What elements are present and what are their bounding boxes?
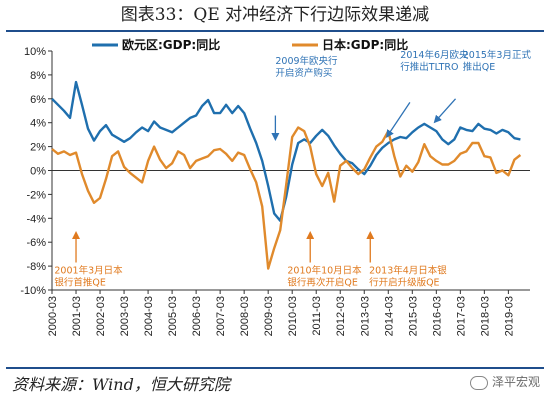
annotation-arrow <box>386 102 411 138</box>
source-rule <box>6 367 544 369</box>
x-tick-label: 2012-03 <box>335 296 347 336</box>
y-tick-label: -10% <box>20 285 46 297</box>
annotation-text: 2013年4月日本银 <box>369 264 447 276</box>
x-tick-label: 2009-03 <box>263 296 275 336</box>
x-tick-label: 2008-03 <box>239 296 251 336</box>
annotation-text: 2015年3月正式 <box>463 49 532 61</box>
annotation-text: 银行首推QE <box>54 276 105 288</box>
x-tick-label: 2003-03 <box>119 296 131 336</box>
annotation-text: 开启资产购买 <box>275 67 332 79</box>
x-tick-label: 2001-03 <box>71 296 83 336</box>
chart-title: 图表33：QE 对冲经济下行边际效果递减 <box>120 5 430 25</box>
x-tick-label: 2013-03 <box>359 296 371 336</box>
euro-gdp-line <box>51 80 521 222</box>
y-tick-label: 0% <box>30 166 46 178</box>
watermark: 泽平宏观 <box>469 373 540 390</box>
legend-label: 欧元区:GDP:同比 <box>122 37 220 52</box>
y-tick-label: -6% <box>26 237 46 249</box>
x-tick-label: 2016-03 <box>431 296 443 336</box>
source-note: 资料来源：Wind，恒大研究院 <box>12 375 230 394</box>
y-tick-label: -8% <box>26 261 46 273</box>
x-tick-label: 2011-03 <box>311 296 323 336</box>
x-tick-label: 2017-03 <box>455 296 467 336</box>
annotation-text: 行开启升级版QE <box>369 276 439 288</box>
annotation-text: 2001年3月日本 <box>54 264 123 276</box>
annotation-text: 行推出TLTRO <box>400 61 458 73</box>
x-tick-label: 2002-03 <box>95 296 107 336</box>
y-tick-label: 6% <box>30 94 46 106</box>
x-tick-label: 2018-03 <box>479 296 491 336</box>
x-tick-label: 2015-03 <box>407 296 419 336</box>
title-rule <box>6 30 544 32</box>
annotation-arrow <box>433 98 457 124</box>
y-tick-label: -2% <box>26 189 46 201</box>
y-tick-label: 2% <box>30 142 46 154</box>
annotation-text: 2014年6月欧央 <box>400 49 469 61</box>
line-chart: 10% 8% 6% 4% 2% 0% -2% -4% -6% -8% -10%2000-03 2001… <box>20 37 532 336</box>
annotation-text: 2010年10月日本 <box>287 264 362 276</box>
japan-gdp-line <box>51 126 522 270</box>
annotation-text: 银行再次开启QE <box>287 276 357 288</box>
x-tick-label: 2005-03 <box>167 296 179 336</box>
x-tick-label: 2000-03 <box>47 296 59 336</box>
annotation-text: 推出QE <box>463 61 495 73</box>
y-tick-label: 10% <box>24 46 46 58</box>
wechat-icon <box>469 375 488 390</box>
y-tick-label: 4% <box>30 118 46 130</box>
watermark-text: 泽平宏观 <box>491 375 540 389</box>
x-tick-label: 2014-03 <box>383 296 395 336</box>
x-tick-label: 2006-03 <box>191 296 203 336</box>
y-tick-label: 8% <box>30 70 46 82</box>
y-tick-label: -4% <box>26 213 46 225</box>
annotation-text: 2009年欧央行 <box>275 55 338 67</box>
x-tick-label: 2010-03 <box>287 296 299 336</box>
x-tick-label: 2007-03 <box>215 296 227 336</box>
legend-label: 日本:GDP:同比 <box>322 37 408 52</box>
x-tick-label: 2019-03 <box>503 296 515 336</box>
x-tick-label: 2004-03 <box>143 296 155 336</box>
